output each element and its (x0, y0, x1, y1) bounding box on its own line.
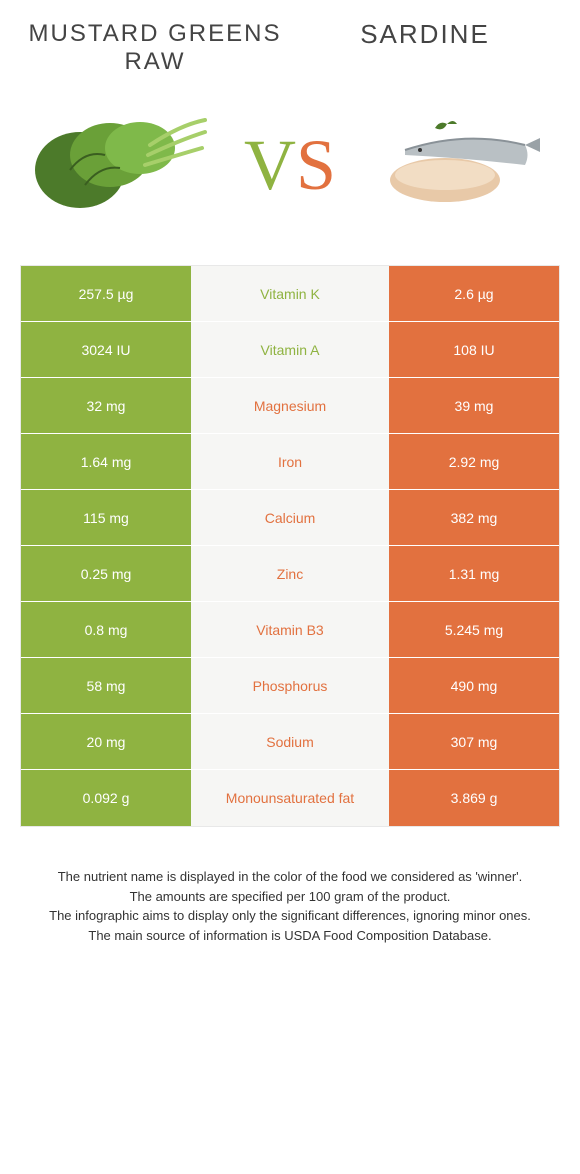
table-row: 0.8 mgVitamin B35.245 mg (21, 602, 559, 658)
right-value: 490 mg (389, 658, 559, 713)
right-value: 307 mg (389, 714, 559, 769)
left-value: 3024 IU (21, 322, 191, 377)
right-value: 1.31 mg (389, 546, 559, 601)
table-row: 0.25 mgZinc1.31 mg (21, 546, 559, 602)
table-row: 20 mgSodium307 mg (21, 714, 559, 770)
left-value: 115 mg (21, 490, 191, 545)
mustard-greens-icon (30, 100, 210, 230)
nutrient-label: Calcium (191, 490, 389, 545)
nutrient-label: Vitamin K (191, 266, 389, 321)
nutrient-label: Phosphorus (191, 658, 389, 713)
left-value: 0.092 g (21, 770, 191, 826)
nutrient-label: Vitamin B3 (191, 602, 389, 657)
right-value: 108 IU (389, 322, 559, 377)
footer-line-1: The nutrient name is displayed in the co… (20, 867, 560, 887)
vs-label: VS (244, 124, 336, 207)
footer-line-2: The amounts are specified per 100 gram o… (20, 887, 560, 907)
left-value: 20 mg (21, 714, 191, 769)
table-row: 0.092 gMonounsaturated fat3.869 g (21, 770, 559, 826)
right-value: 2.92 mg (389, 434, 559, 489)
left-value: 0.25 mg (21, 546, 191, 601)
sardine-icon (375, 110, 545, 220)
vs-s: S (296, 125, 336, 205)
footer-line-4: The main source of information is USDA F… (20, 926, 560, 946)
right-value: 39 mg (389, 378, 559, 433)
table-row: 58 mgPhosphorus490 mg (21, 658, 559, 714)
right-value: 5.245 mg (389, 602, 559, 657)
nutrient-label: Iron (191, 434, 389, 489)
left-value: 58 mg (21, 658, 191, 713)
nutrient-label: Sodium (191, 714, 389, 769)
table-row: 257.5 µgVitamin K2.6 µg (21, 266, 559, 322)
right-food-image (365, 95, 555, 235)
table-row: 1.64 mgIron2.92 mg (21, 434, 559, 490)
nutrient-label: Monounsaturated fat (191, 770, 389, 826)
left-food-image (25, 95, 215, 235)
footer-line-3: The infographic aims to display only the… (20, 906, 560, 926)
left-value: 0.8 mg (21, 602, 191, 657)
left-value: 257.5 µg (21, 266, 191, 321)
nutrient-label: Zinc (191, 546, 389, 601)
table-row: 32 mgMagnesium39 mg (21, 378, 559, 434)
right-value: 2.6 µg (389, 266, 559, 321)
vs-v: V (244, 125, 296, 205)
right-value: 382 mg (389, 490, 559, 545)
left-food-title: Mustard Greens raw (20, 20, 290, 75)
footer-notes: The nutrient name is displayed in the co… (20, 867, 560, 945)
image-row: VS (0, 85, 580, 265)
table-row: 115 mgCalcium382 mg (21, 490, 559, 546)
right-value: 3.869 g (389, 770, 559, 826)
nutrient-label: Vitamin A (191, 322, 389, 377)
left-value: 32 mg (21, 378, 191, 433)
nutrient-label: Magnesium (191, 378, 389, 433)
header-row: Mustard Greens raw Sardine (0, 0, 580, 85)
table-row: 3024 IUVitamin A108 IU (21, 322, 559, 378)
left-value: 1.64 mg (21, 434, 191, 489)
nutrition-table: 257.5 µgVitamin K2.6 µg3024 IUVitamin A1… (20, 265, 560, 827)
right-food-title: Sardine (290, 20, 560, 75)
